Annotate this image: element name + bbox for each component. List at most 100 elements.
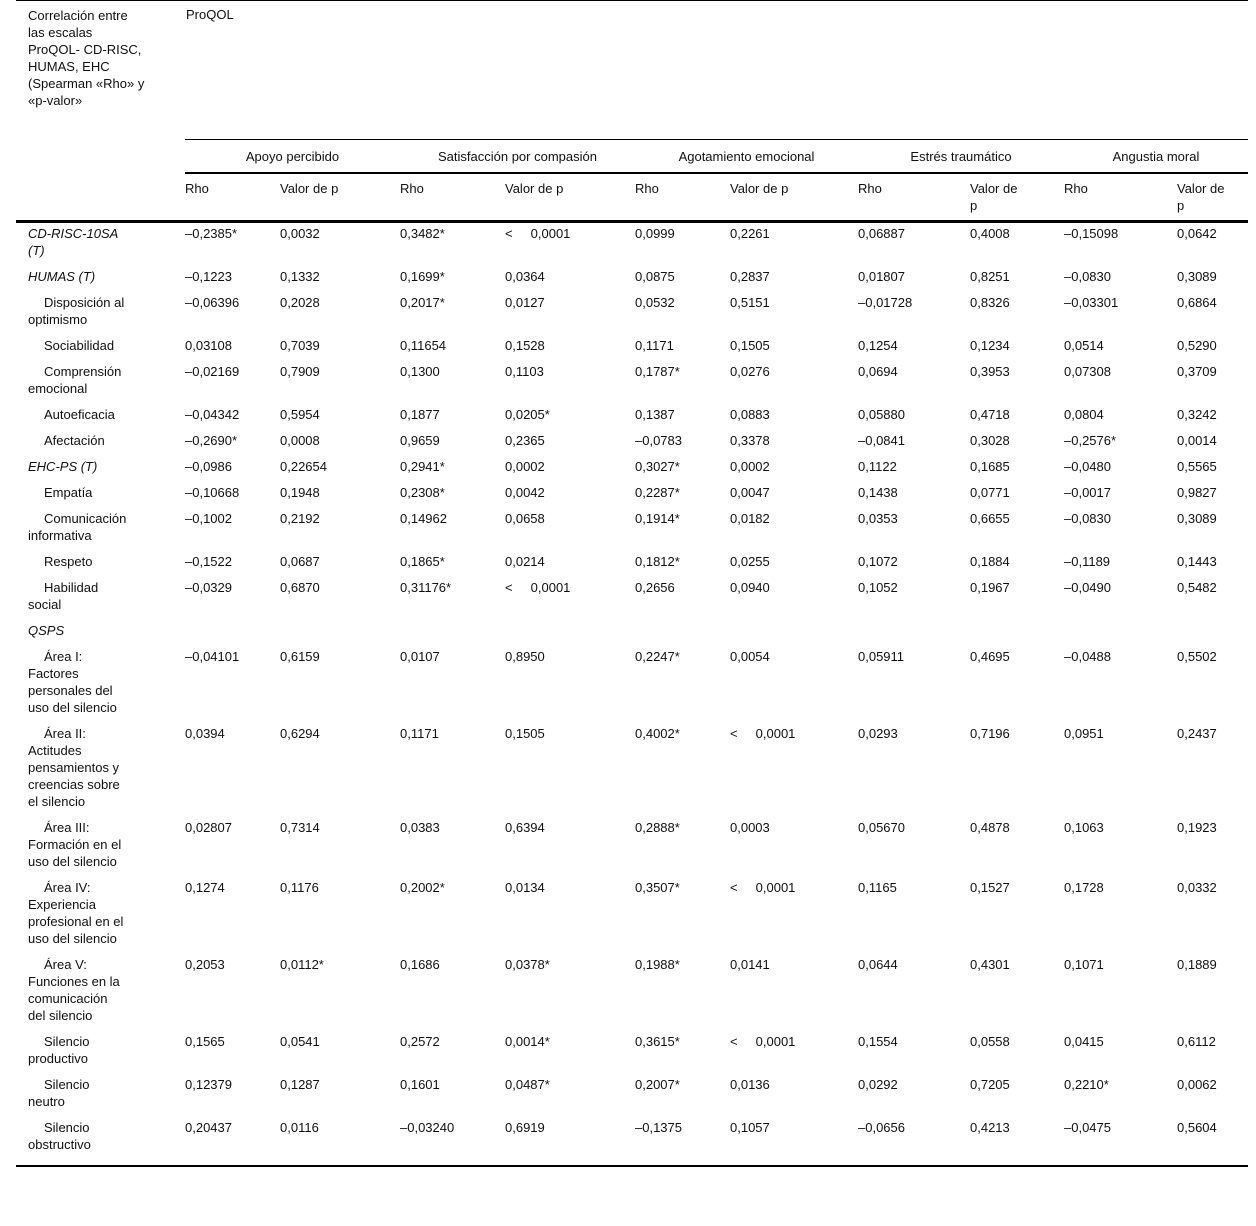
p-value-cell: 0,0062 — [1177, 1076, 1217, 1092]
rho-value-cell — [635, 620, 730, 646]
title-row: Correlación entre las escalas ProQOL- CD… — [16, 1, 1248, 140]
rho-value-cell: 0,0694 — [858, 363, 898, 379]
p-value-cell: 0,0014 — [1177, 432, 1217, 448]
p-value-cell: 0,6919 — [505, 1116, 635, 1167]
p-value-cell: 0,0378* — [505, 956, 550, 972]
table-row: Silencio neutro 0,12379 0,1287 0,1601 0,0487… — [16, 1074, 1248, 1117]
p-value-cell: 0,6394 — [505, 819, 545, 835]
proqol-spanner-header: ProQOL — [186, 7, 234, 22]
row-label: QSPS — [28, 622, 65, 638]
subheader-row: Rho Valor de p Rho Valor de p Rho Valor … — [16, 173, 1248, 221]
p-value-cell: 0,1443 — [1177, 553, 1217, 569]
p-value-cell: 0,7205 — [970, 1076, 1010, 1092]
p-value-cell: 0,4213 — [970, 1116, 1064, 1167]
rho-value-cell: –0,0490 — [1064, 579, 1111, 595]
row-label: Área V: Funciones en la comunicación del… — [28, 956, 120, 1023]
p-value-cell: 0,5604 — [1177, 1116, 1248, 1167]
p-value-cell: 0,7196 — [970, 725, 1010, 741]
row-label: CD-RISC-10SA (T) — [16, 219, 185, 266]
rho-value-cell: 0,1438 — [858, 484, 898, 500]
rho-value-cell: 0,05911 — [858, 648, 905, 664]
rho-value-cell: 0,1686 — [400, 956, 440, 972]
rho-value-cell: 0,1914* — [635, 510, 680, 526]
table-row: Área V: Funciones en la comunicación del… — [16, 954, 1248, 1031]
row-label: Disposición al optimismo — [28, 294, 125, 327]
p-value-cell: 0,5502 — [1177, 648, 1217, 664]
rho-value-cell: 0,1699* — [400, 268, 445, 284]
p-value-cell: 0,2837 — [730, 268, 770, 284]
p-value-cell: 0,8326 — [970, 294, 1010, 310]
table-row: Área IV: Experiencia profesional en el u… — [16, 877, 1248, 954]
p-value-cell: 0,1528 — [505, 337, 545, 353]
p-value-cell: 0,1884 — [970, 553, 1010, 569]
p-value-cell: 0,0047 — [730, 484, 770, 500]
rho-value-cell: 0,2941* — [400, 458, 445, 474]
rho-value-cell: 0,02807 — [185, 819, 232, 835]
p-value-cell: 0,5482 — [1177, 579, 1217, 595]
p-value-cell: 0,0487* — [505, 1076, 550, 1092]
rho-value-cell: 0,12379 — [185, 1076, 232, 1092]
rho-value-cell — [858, 620, 970, 646]
row-label: Sociabilidad — [44, 337, 115, 353]
rho-value-cell: 0,0951 — [1064, 725, 1104, 741]
table-body: CD-RISC-10SA (T) –0,2385* 0,0032 0,3482* < 0… — [16, 219, 1248, 1167]
p-value-cell: 0,1948 — [280, 484, 320, 500]
column-header-valor-de-p: Valor de p — [280, 181, 339, 196]
rho-value-cell: 0,1171 — [635, 337, 674, 353]
rho-value-cell: –0,1189 — [1064, 553, 1111, 569]
table-row: Disposición al optimismo –0,06396 0,2028 0,… — [16, 292, 1248, 335]
p-value-cell: 0,7039 — [280, 337, 320, 353]
table-row: Silencio obstructivo 0,20437 0,0116 –0,0324… — [16, 1116, 1248, 1167]
table-row: Respeto –0,1522 0,0687 0,1865* 0,0214 0,1812*… — [16, 551, 1248, 577]
p-value-cell: 0,0042 — [505, 484, 545, 500]
p-value-cell: 0,6159 — [280, 648, 320, 664]
group-header-estres-traumatico: Estrés traumático — [858, 139, 1064, 174]
p-value-cell: 0,0054 — [730, 648, 770, 664]
row-label: Área IV: Experiencia profesional en el u… — [28, 879, 124, 946]
p-value-cell: 0,0883 — [730, 406, 770, 422]
p-value-cell: 0,5954 — [280, 406, 320, 422]
rho-value-cell: –0,0480 — [1064, 458, 1111, 474]
p-value-cell: 0,0541 — [280, 1033, 320, 1049]
rho-value-cell: 0,2053 — [185, 956, 225, 972]
rho-value-cell: 0,2888* — [635, 819, 680, 835]
rho-value-cell: –0,0329 — [185, 579, 232, 595]
rho-value-cell: 0,1787* — [635, 363, 680, 379]
rho-value-cell: 0,0999 — [635, 219, 730, 266]
rho-value-cell: 0,0107 — [400, 648, 440, 664]
rho-value-cell: 0,0383 — [400, 819, 440, 835]
p-value-cell: 0,3709 — [1177, 363, 1217, 379]
rho-value-cell — [185, 620, 280, 646]
rho-value-cell: 0,0875 — [635, 268, 675, 284]
rho-value-cell: 0,0415 — [1064, 1033, 1104, 1049]
p-value-cell: < 0,0001 — [730, 879, 796, 895]
rho-value-cell: –0,0841 — [858, 432, 905, 448]
group-header-satisfaccion-por-compasion: Satisfacción por compasión — [400, 139, 635, 174]
table-row: Habilidad social –0,0329 0,6870 0,31176* < 0… — [16, 577, 1248, 620]
p-value-cell: 0,8251 — [970, 268, 1010, 284]
p-value-cell: 0,1967 — [970, 579, 1010, 595]
p-value-cell: 0,1057 — [730, 1116, 858, 1167]
rho-value-cell: 0,3027* — [635, 458, 680, 474]
p-value-cell: 0,5565 — [1177, 458, 1217, 474]
p-value-cell: 0,4718 — [970, 406, 1010, 422]
p-value-cell: 0,0276 — [730, 363, 770, 379]
table-row: EHC-PS (T) –0,0986 0,22654 0,2941* 0,0002 0,3… — [16, 456, 1248, 482]
p-value-cell — [505, 620, 635, 646]
p-value-cell: 0,5151 — [730, 294, 770, 310]
rho-value-cell: 0,0292 — [858, 1076, 898, 1092]
rho-value-cell: 0,0804 — [1064, 406, 1104, 422]
rho-value-cell: –0,1002 — [185, 510, 232, 526]
p-value-cell: 0,7314 — [280, 819, 320, 835]
rho-value-cell: 0,07308 — [1064, 363, 1111, 379]
p-value-cell: 0,2028 — [280, 294, 320, 310]
p-value-cell: 0,0771 — [970, 484, 1010, 500]
rho-value-cell: 0,9659 — [400, 432, 440, 448]
rho-value-cell: 0,03108 — [185, 337, 232, 353]
rho-value-cell — [1064, 620, 1177, 646]
table-row: Autoeficacia –0,04342 0,5954 0,1877 0,0205* 0… — [16, 404, 1248, 430]
rho-value-cell: 0,3482* — [400, 219, 505, 266]
p-value-cell: 0,4301 — [970, 956, 1010, 972]
row-label: Área II: Actitudes pensamientos y creenc… — [28, 725, 120, 809]
rho-value-cell: 0,2287* — [635, 484, 680, 500]
